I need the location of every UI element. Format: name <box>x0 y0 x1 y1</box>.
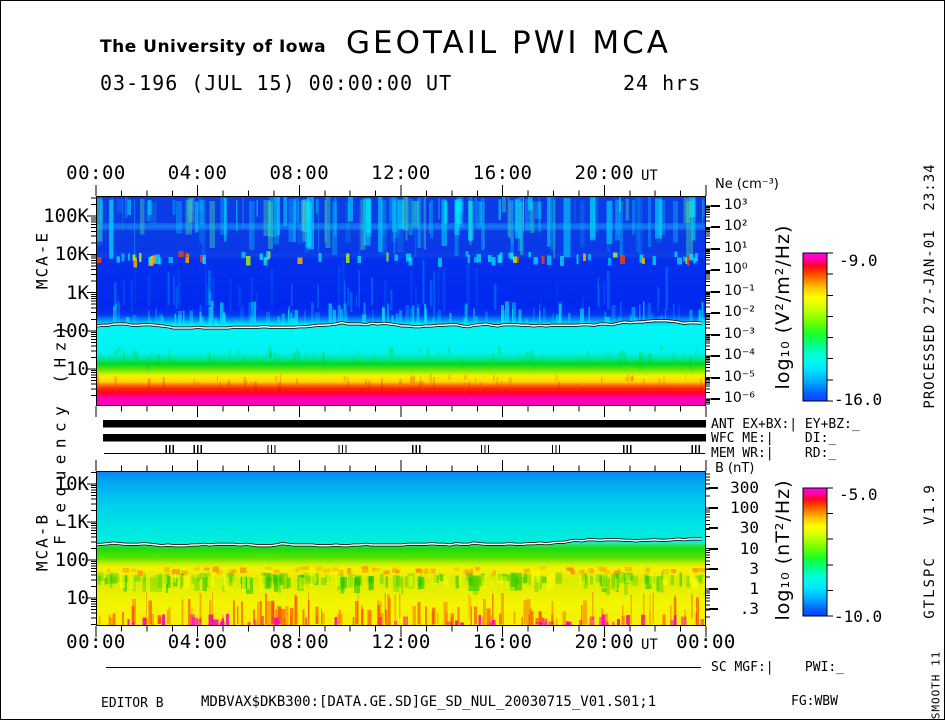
e-colorbar-units-label: log₁₀ (V²/m²/Hz) <box>772 224 794 390</box>
ut-unit-label-top: UT <box>641 168 658 184</box>
ne-tick-dash <box>711 312 720 315</box>
time-tick-label: 08:00 <box>269 631 330 653</box>
institution-label: The University of Iowa <box>100 37 327 57</box>
antenna-status-label: ANT EX+BX:| EY+BZ:_ <box>711 417 860 432</box>
mca-e-spectrogram <box>96 196 706 406</box>
ne-tick-label: 10⁰ <box>724 261 748 278</box>
freq-tick-label: 100K <box>43 205 89 228</box>
ne-tick-label: 10⁻³ <box>724 325 755 342</box>
ne-tick-label: 10⁻¹ <box>724 282 755 299</box>
ne-tick-dash <box>711 398 720 401</box>
ne-tick-label: 10⁻⁵ <box>724 368 755 385</box>
ut-unit-label-bottom: UT <box>641 637 658 653</box>
time-tick-label: 16:00 <box>472 162 533 184</box>
mca-b-spectrogram <box>96 471 706 626</box>
date-range-label: 03-196 (JUL 15) 00:00:00 UT <box>100 71 453 95</box>
b-tick-dash <box>709 588 718 590</box>
data-file-path: MDBVAX$DKB300:[DATA.GE.SD]GE_SD_NUL_2003… <box>201 694 657 710</box>
memory-status-label: MEM WR:| RD:_ <box>711 446 837 461</box>
b-colorbar-max-label: -5.0 <box>839 485 878 504</box>
b-tick-dash <box>709 507 718 510</box>
ne-tick-label: 10¹ <box>724 239 748 256</box>
page-title: GEOTAIL PWI MCA <box>346 25 671 61</box>
freq-tick-label: 10K <box>54 243 89 266</box>
program-version-note: GTLSPC V1.9 <box>922 483 938 619</box>
freq-tick-label: 100 <box>54 319 89 342</box>
ne-tick-dash <box>711 247 720 250</box>
b-tick-label: 3 <box>749 558 759 578</box>
b-tick-label: 30 <box>739 518 759 538</box>
time-tick-label: 20:00 <box>574 631 635 653</box>
b-scale-title: B (nT) <box>715 461 755 476</box>
ne-tick-label: 10⁻⁴ <box>724 347 755 364</box>
ne-scale-title: Ne (cm⁻³) <box>715 177 779 192</box>
ne-tick-dash <box>711 355 720 358</box>
freq-tick-label: 100 <box>54 549 89 571</box>
wfc-status-label: WFC ME:| DI:_ <box>711 431 837 446</box>
b-tick-label: .3 <box>739 599 759 619</box>
e-colorbar-min-label: -16.0 <box>834 390 883 409</box>
ne-tick-dash <box>711 290 720 293</box>
b-colorbar-min-label: -10.0 <box>834 607 883 626</box>
ne-tick-label: 10⁻⁶ <box>724 390 755 407</box>
ne-tick-dash <box>711 376 720 379</box>
processed-timestamp-note: PROCESSED 27-JAN-01 23:34 <box>922 163 938 409</box>
ne-tick-label: 10⁻² <box>724 304 755 321</box>
b-tick-dash <box>709 567 718 570</box>
e-colorbar-max-label: -9.0 <box>839 251 878 270</box>
ne-tick-dash <box>711 205 720 207</box>
b-tick-dash <box>709 527 718 530</box>
freq-tick-label: 10 <box>66 358 89 380</box>
b-tick-label: 100 <box>730 498 759 518</box>
smooth-setting-note: SMOOTH 11 <box>929 650 943 720</box>
duration-label: 24 hrs <box>623 71 702 95</box>
spacecraft-status-label: SC MGF:| PWI:_ <box>711 660 845 675</box>
e-colorbar <box>802 252 833 402</box>
time-tick-label: 04:00 <box>167 631 228 653</box>
freq-tick-label: 1K <box>66 511 89 533</box>
editor-label: EDITOR B <box>101 696 164 711</box>
ne-tick-dash <box>711 269 720 272</box>
b-tick-dash <box>709 547 718 550</box>
time-tick-label: 12:00 <box>371 631 431 653</box>
time-tick-label: 20:00 <box>574 162 635 184</box>
freq-tick-label: 10 <box>66 587 89 609</box>
b-tick-dash <box>709 487 718 489</box>
time-tick-label: 00:00 <box>66 162 126 184</box>
b-colorbar <box>802 487 833 617</box>
ne-tick-dash <box>711 226 720 229</box>
time-tick-label: 04:00 <box>167 162 228 184</box>
ne-tick-dash <box>711 333 720 336</box>
fg-label: FG:WBW <box>791 694 838 709</box>
ne-tick-label: 10³ <box>724 197 748 213</box>
b-tick-label: 1 <box>749 579 759 598</box>
time-tick-label: 00:00 <box>66 631 126 653</box>
b-colorbar-units-label: log₁₀ (nT²/Hz) <box>772 479 794 621</box>
b-tick-label: 10 <box>739 538 759 558</box>
time-tick-label: 08:00 <box>269 162 330 184</box>
time-tick-label: 16:00 <box>472 631 533 653</box>
b-tick-dash <box>709 608 718 611</box>
ne-tick-label: 10² <box>724 218 748 235</box>
freq-tick-label: 10K <box>54 473 89 495</box>
time-tick-label: 00:00 <box>676 631 736 653</box>
time-tick-label: 12:00 <box>371 162 431 184</box>
b-tick-label: 300 <box>730 478 759 497</box>
freq-tick-label: 1K <box>66 281 89 304</box>
